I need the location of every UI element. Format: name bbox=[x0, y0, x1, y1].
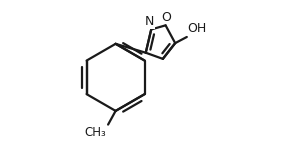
Text: O: O bbox=[162, 11, 172, 24]
Text: OH: OH bbox=[188, 22, 207, 35]
Text: CH₃: CH₃ bbox=[85, 126, 106, 139]
Text: N: N bbox=[145, 15, 154, 28]
